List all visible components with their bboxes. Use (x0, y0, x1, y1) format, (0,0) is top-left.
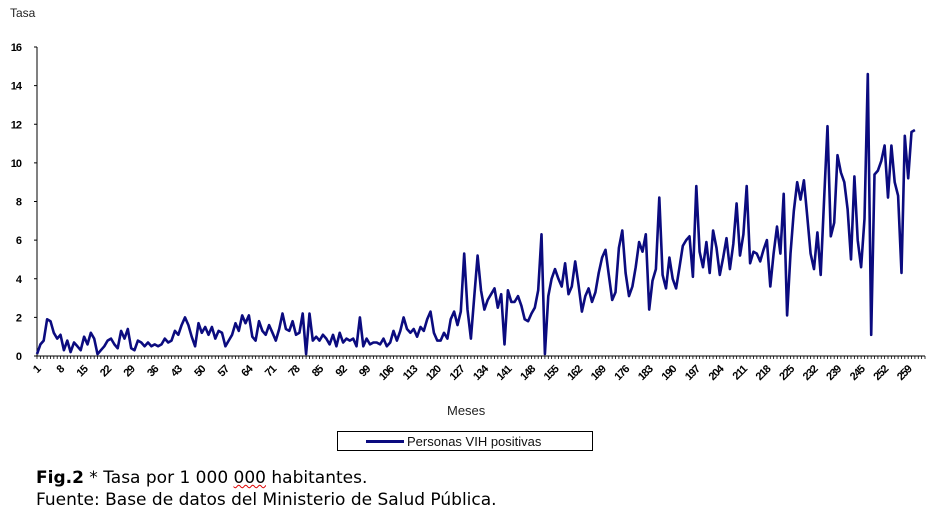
y-tick-label: 16 (11, 42, 22, 54)
x-tick-label: 204 (707, 362, 728, 383)
x-tick-label: 190 (660, 363, 680, 383)
x-tick-label: 22 (98, 363, 114, 379)
x-tick-label: 64 (239, 362, 256, 379)
legend-swatch (366, 439, 404, 443)
x-tick-label: 43 (169, 363, 185, 379)
y-axis: 0 2 4 6 8 10 12 14 16 (11, 42, 38, 363)
y-tick-label: 6 (16, 235, 22, 247)
x-tick-label: 148 (518, 363, 538, 383)
caption-source: Fuente: Base de datos del Ministerio de … (36, 490, 497, 510)
x-axis-title: Meses (447, 403, 486, 418)
x-tick-label: 50 (192, 363, 208, 379)
x-tick-label: 15 (74, 363, 90, 379)
x-tick-label: 245 (848, 363, 868, 383)
x-axis: 1 8 15 22 29 36 43 50 57 64 71 78 85 92 99 106 113 120 127… (31, 355, 926, 383)
x-tick-label: 232 (801, 363, 821, 383)
x-tick-label: 134 (471, 362, 492, 383)
x-tick-label: 176 (612, 363, 632, 383)
caption-rate-end: habitantes. (266, 468, 368, 488)
series-group (35, 72, 916, 356)
x-tick-label: 29 (122, 363, 138, 379)
y-axis-title: Tasa (10, 6, 36, 20)
x-tick-label: 252 (871, 363, 891, 383)
x-tick-label: 218 (754, 363, 774, 383)
x-tick-label: 78 (286, 363, 302, 379)
y-tick-label: 8 (16, 197, 22, 209)
x-tick-label: 85 (310, 363, 326, 379)
x-tick-label: 211 (731, 363, 751, 383)
x-tick-label: 92 (333, 363, 349, 379)
x-tick-label: 183 (636, 363, 656, 383)
x-tick-label: 1 (31, 363, 44, 376)
x-tick-label: 169 (589, 363, 609, 383)
x-tick-label: 36 (145, 363, 161, 379)
x-tick-label: 197 (683, 363, 703, 383)
y-tick-label: 10 (11, 158, 22, 170)
x-tick-label: 71 (263, 363, 279, 379)
x-tick-label: 57 (216, 363, 232, 379)
x-tick-label: 239 (824, 363, 844, 383)
x-tick-label: 155 (542, 363, 562, 383)
y-tick-label: 14 (11, 81, 23, 93)
legend-label: Personas VIH positivas (407, 433, 542, 449)
caption-rate-text: * Tasa por 1 000 (83, 468, 234, 488)
y-tick-label: 0 (16, 351, 22, 363)
x-tick-label: 259 (895, 363, 915, 383)
x-tick-label: 141 (495, 363, 515, 383)
x-tick-label: 113 (401, 363, 421, 383)
y-tick-label: 2 (16, 312, 22, 324)
x-tick-label: 127 (448, 363, 468, 383)
x-tick-label: 225 (777, 363, 797, 383)
legend: Personas VIH positivas (337, 431, 593, 451)
x-tick-label: 8 (55, 363, 68, 376)
caption-underlined-number: 000 (233, 468, 266, 488)
series-line-personas-vih-positivas (35, 72, 916, 356)
figure-label: Fig.2 (36, 468, 84, 488)
x-tick-label: 99 (357, 363, 373, 379)
caption-line-1: Fig.2 * Tasa por 1 000 000 habitantes. (36, 467, 497, 489)
x-tick-label: 162 (565, 363, 585, 383)
figure-caption: Fig.2 * Tasa por 1 000 000 habitantes. F… (36, 467, 497, 511)
x-tick-label: 120 (424, 363, 444, 383)
y-tick-label: 12 (11, 119, 22, 131)
x-tick-label: 106 (377, 363, 397, 383)
y-tick-label: 4 (16, 274, 23, 286)
